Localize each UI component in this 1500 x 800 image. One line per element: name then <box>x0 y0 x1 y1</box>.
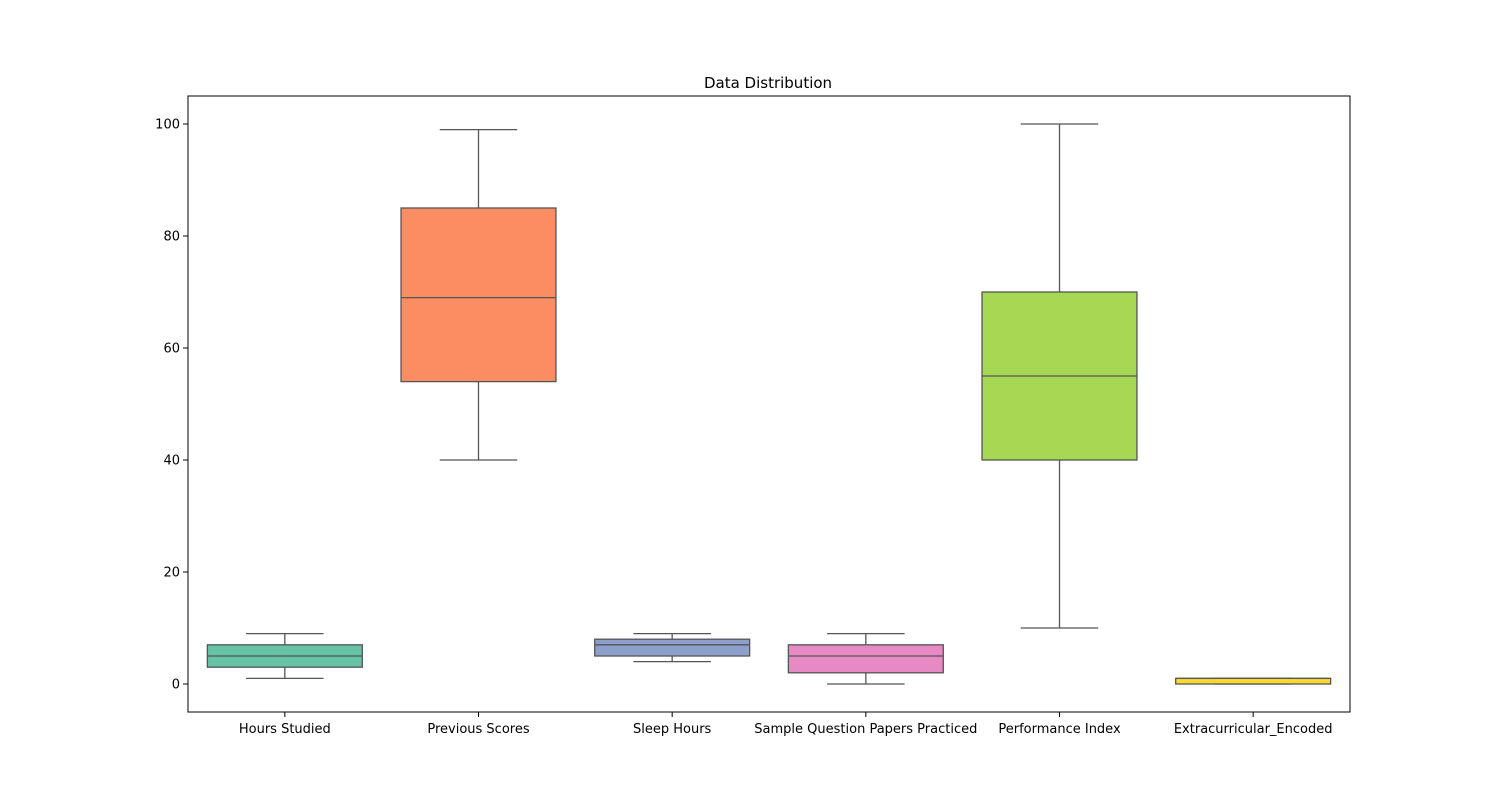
box-6 <box>1175 677 1332 685</box>
box-body <box>787 644 944 674</box>
x-axis: Hours Studied Previous Scores Sleep Hours S… <box>239 712 1333 737</box>
box-4 <box>787 632 944 685</box>
chart-title: Data Distribution <box>704 74 832 92</box>
box-1 <box>206 632 363 680</box>
box-body <box>400 207 557 383</box>
x-tick-label: Hours Studied <box>239 722 331 737</box>
x-tick-label: Sample Question Papers Practiced <box>754 722 977 737</box>
box-5 <box>981 123 1138 629</box>
x-tick-label: Extracurricular_Encoded <box>1174 722 1333 737</box>
y-tick-label: 40 <box>163 454 180 469</box>
box-body <box>1175 677 1332 685</box>
y-tick-label: 20 <box>163 566 180 581</box>
y-tick-label: 60 <box>163 342 180 357</box>
y-tick-label: 80 <box>163 230 180 245</box>
y-tick-label: 100 <box>155 118 180 133</box>
y-tick-label: 0 <box>172 678 180 693</box>
plot-frame <box>187 95 1351 713</box>
y-axis: 0 20 40 60 80 100 <box>155 118 188 693</box>
x-tick-label: Performance Index <box>998 722 1121 737</box>
x-tick-label: Previous Scores <box>427 722 529 737</box>
box-2 <box>400 128 557 461</box>
box-3 <box>594 632 751 663</box>
boxes-layer <box>206 123 1332 685</box>
box-body <box>594 638 751 657</box>
x-tick-label: Sleep Hours <box>633 722 712 737</box>
